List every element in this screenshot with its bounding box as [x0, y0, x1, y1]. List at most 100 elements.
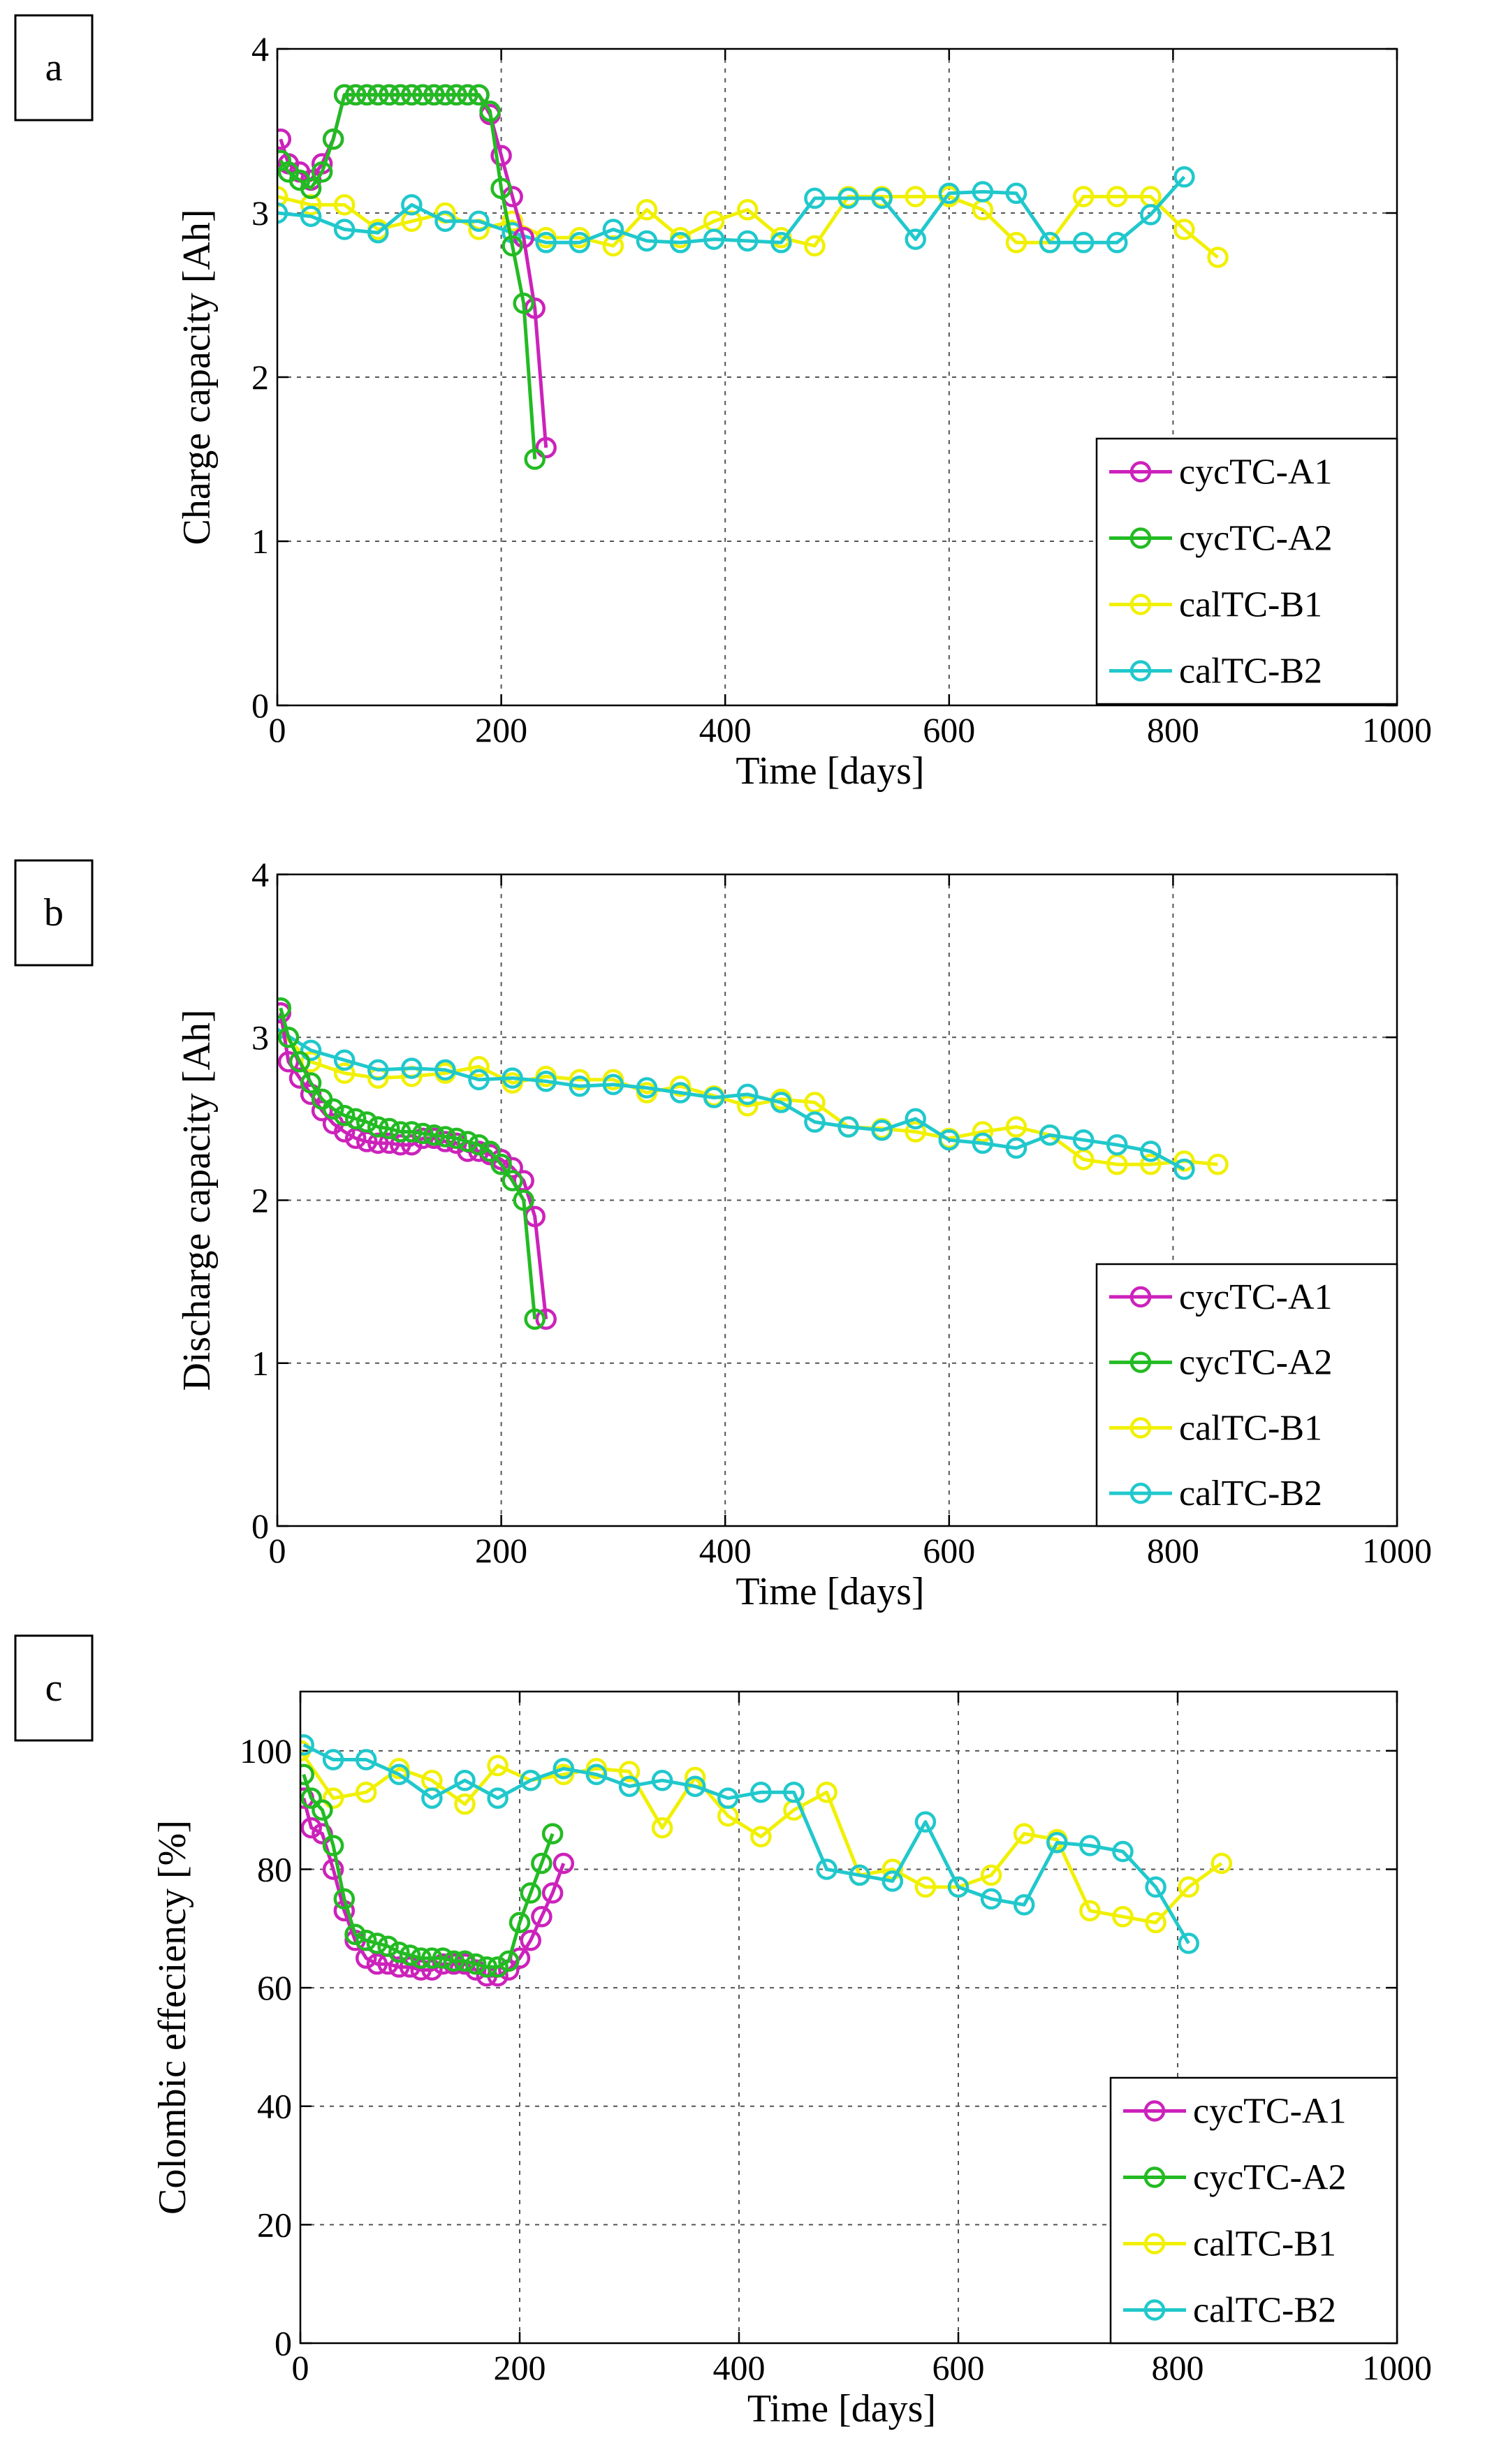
series-calTC-B2	[277, 166, 1195, 254]
x-tick-label: 800	[1147, 710, 1199, 749]
legend-label-cycTC-A2: cycTC-A2	[1179, 519, 1332, 559]
data-point-calTC-B1	[1173, 219, 1195, 240]
data-point-calTC-B2	[770, 1092, 792, 1113]
data-point-cycTC-A2	[311, 161, 333, 183]
data-point-calTC-B1	[1140, 1153, 1162, 1175]
data-point-calTC-B2	[434, 1059, 456, 1081]
data-point-calTC-B2	[421, 1787, 443, 1809]
legend-label-cycTC-A2: cycTC-A2	[1179, 1343, 1332, 1383]
data-point-cycTC-A2	[524, 1308, 546, 1330]
series-calTC-B2	[277, 1018, 1195, 1180]
data-point-cycTC-A1	[531, 1906, 553, 1928]
data-point-cycTC-A1	[388, 1956, 410, 1978]
legend-marker-cycTC-A1	[1143, 2100, 1166, 2122]
y-axis-title: Charge capacity [Ah]	[175, 210, 219, 545]
data-point-cycTC-A2	[333, 1104, 356, 1127]
legend-label-calTC-B2: calTC-B2	[1193, 2291, 1336, 2331]
data-point-cycTC-A2	[410, 1947, 432, 1969]
data-point-calTC-B1	[737, 1094, 759, 1117]
data-point-calTC-B1	[487, 1754, 509, 1777]
data-point-calTC-B2	[535, 1070, 557, 1092]
data-point-calTC-B1	[750, 1826, 772, 1848]
legend-label-calTC-B2: calTC-B2	[1179, 652, 1322, 691]
data-point-calTC-B2	[750, 1781, 772, 1803]
legend-label-calTC-B1: calTC-B1	[1179, 1408, 1322, 1448]
data-point-calTC-B1	[300, 1050, 322, 1073]
data-point-cycTC-A2	[487, 1956, 509, 1978]
legend: cycTC-A1 cycTC-A2 calTC-B1 calTC-B2	[1095, 437, 1398, 705]
data-point-calTC-B1	[401, 210, 423, 232]
data-point-cycTC-A2	[344, 1108, 367, 1130]
data-point-cycTC-A1	[379, 1132, 400, 1154]
series-line-cycTC-A1	[279, 1012, 548, 1320]
data-point-calTC-B1	[333, 1062, 356, 1084]
data-point-calTC-B2	[355, 1749, 377, 1770]
data-point-cycTC-A1	[490, 145, 512, 166]
data-point-calTC-B2	[882, 1870, 904, 1892]
data-point-cycTC-A2	[541, 1823, 564, 1845]
series-line-calTC-B1	[300, 1750, 1223, 1925]
series-group	[277, 997, 1229, 1330]
data-point-calTC-B2	[717, 1787, 739, 1809]
data-point-cycTC-A2	[356, 84, 378, 106]
y-tick-label: 0	[251, 686, 269, 725]
data-point-calTC-B1	[1145, 1912, 1166, 1934]
series-line-cycTC-A2	[279, 93, 537, 460]
data-point-cycTC-A2	[401, 1121, 423, 1143]
y-tick-label: 0	[251, 1506, 269, 1546]
series-cycTC-A2	[300, 1763, 564, 1978]
legend: cycTC-A1 cycTC-A2 calTC-B1 calTC-B2	[1095, 1263, 1398, 1527]
data-point-calTC-B1	[905, 186, 926, 207]
y-tick-label: 1	[251, 522, 269, 561]
data-point-calTC-B1	[905, 1121, 926, 1143]
data-point-cycTC-A2	[399, 1944, 421, 1966]
data-point-cycTC-A1	[421, 1959, 443, 1981]
data-point-calTC-B2	[468, 1069, 490, 1091]
data-point-calTC-B2	[1173, 166, 1195, 188]
data-point-cycTC-A2	[421, 1947, 443, 1969]
x-tick-label: 400	[699, 1531, 752, 1570]
legend-marker-calTC-B1	[1129, 1417, 1152, 1439]
data-point-cycTC-A1	[535, 437, 557, 459]
data-point-calTC-B1	[602, 235, 624, 257]
data-point-calTC-B1	[468, 1055, 490, 1078]
data-point-cycTC-A2	[479, 1141, 501, 1162]
data-point-cycTC-A2	[423, 84, 445, 106]
data-point-cycTC-A2	[454, 1950, 476, 1972]
data-point-cycTC-A2	[502, 1170, 523, 1191]
data-point-calTC-B2	[703, 228, 725, 250]
data-point-cycTC-A2	[468, 1134, 490, 1156]
data-point-calTC-B1	[651, 1817, 673, 1839]
data-point-calTC-B1	[277, 186, 288, 207]
data-point-calTC-B2	[1106, 1134, 1128, 1156]
data-point-cycTC-A1	[366, 1953, 388, 1975]
data-point-calTC-B1	[618, 1761, 641, 1782]
data-point-cycTC-A1	[277, 1050, 300, 1073]
data-point-calTC-B2	[468, 210, 490, 232]
legend-box	[1109, 2076, 1398, 2345]
data-point-calTC-B1	[1207, 1153, 1229, 1175]
data-point-cycTC-A1	[300, 1817, 322, 1839]
data-point-calTC-B2	[300, 205, 322, 227]
legend-label-cycTC-A1: cycTC-A1	[1179, 453, 1332, 492]
data-point-cycTC-A2	[457, 1131, 478, 1152]
data-point-calTC-B2	[1106, 232, 1128, 254]
y-tick-label: 3	[251, 193, 269, 233]
data-point-calTC-B1	[914, 1876, 937, 1898]
data-point-calTC-B2	[669, 232, 692, 254]
data-point-cycTC-A2	[322, 1835, 344, 1856]
data-point-calTC-B2	[602, 1073, 624, 1096]
data-point-calTC-B1	[1005, 1116, 1027, 1138]
plot-frame	[299, 1690, 1398, 2345]
data-point-cycTC-A2	[401, 84, 423, 106]
data-point-cycTC-A2	[355, 1929, 377, 1951]
data-point-calTC-B1	[816, 1781, 837, 1803]
legend-marker-calTC-B2	[1143, 2299, 1166, 2321]
series-cycTC-A2	[277, 997, 546, 1330]
series-line-cycTC-A2	[279, 1007, 537, 1320]
data-point-calTC-B2	[502, 1067, 523, 1089]
legend-marker-cycTC-A1	[1129, 1286, 1152, 1308]
data-point-cycTC-A2	[379, 1117, 400, 1140]
y-tick-label: 2	[251, 1181, 269, 1220]
